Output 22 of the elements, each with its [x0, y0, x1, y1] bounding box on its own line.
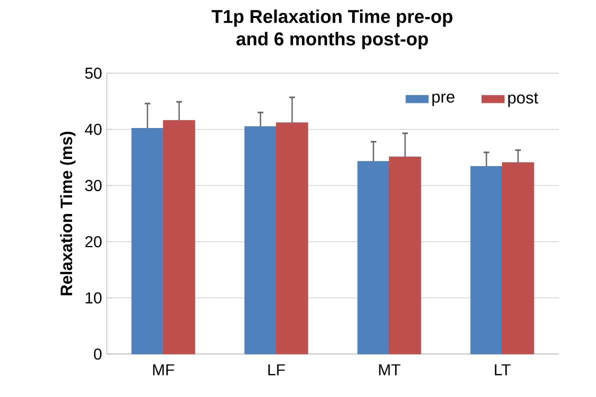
legend-label: post [508, 92, 538, 108]
y-tick-label: 30 [85, 180, 102, 192]
y-tick-label: 10 [86, 292, 102, 304]
bar [244, 126, 277, 355]
bar [276, 122, 308, 355]
legend-label: pre [432, 94, 454, 106]
bar [131, 128, 164, 355]
y-tick-label: 20 [85, 236, 102, 248]
bar [163, 120, 196, 355]
x-tick-label: MT [379, 364, 400, 376]
bar [470, 166, 503, 355]
y-tick-label: 40 [84, 124, 102, 136]
bar [389, 156, 422, 355]
bar [357, 161, 390, 355]
bar [502, 162, 534, 355]
chart-title: T1p Relaxation Time pre-op and 6 months post-op [212, 10, 452, 50]
x-tick-label: LF [268, 364, 285, 376]
x-tick-label: LT [494, 364, 511, 376]
y-axis-title: Relaxation Time (ms) [60, 132, 76, 296]
y-tick-label: 50 [85, 68, 102, 79]
x-tick-label: MF [153, 364, 174, 376]
y-tick-label: 0 [94, 348, 102, 360]
